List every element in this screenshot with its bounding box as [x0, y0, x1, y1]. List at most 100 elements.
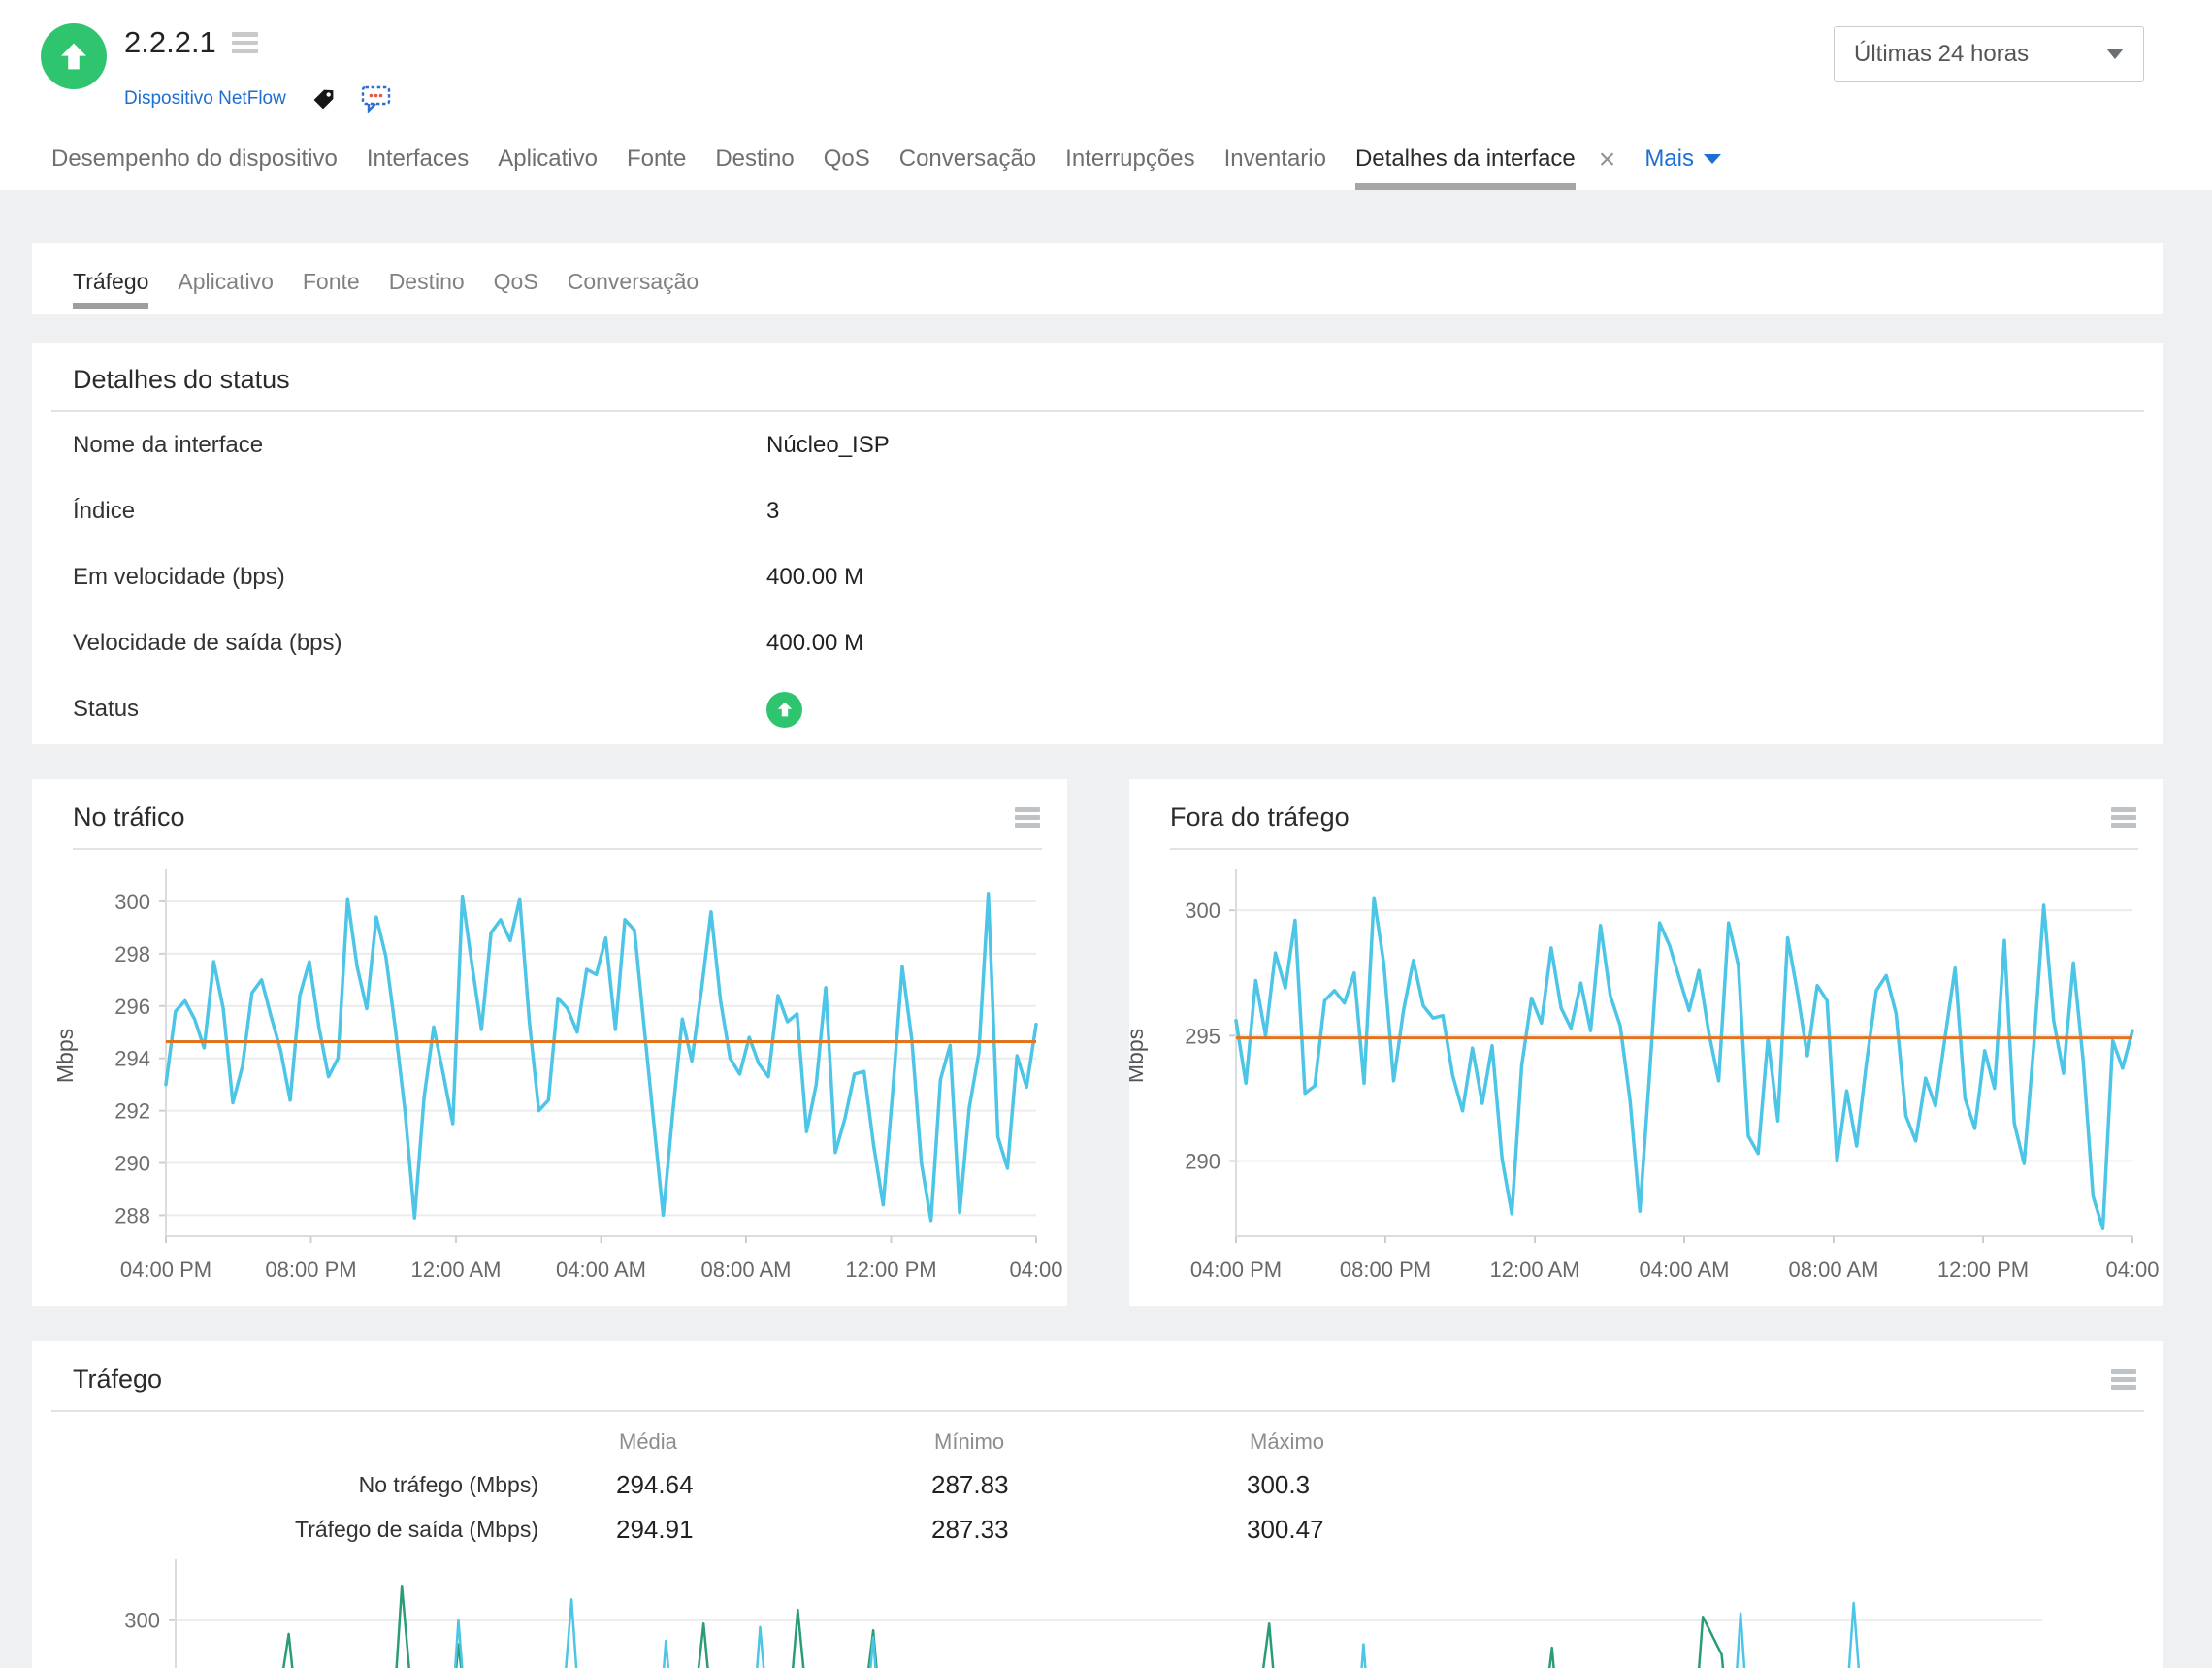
svg-text:12:00 PM: 12:00 PM [1937, 1258, 2029, 1282]
svg-text:08:00 AM: 08:00 AM [1789, 1258, 1879, 1282]
svg-text:08:00 PM: 08:00 PM [265, 1258, 356, 1282]
chart-menu-icon[interactable] [1015, 807, 1040, 828]
subtab-trafego[interactable]: Tráfego [73, 269, 149, 314]
device-menu-icon[interactable] [231, 32, 258, 53]
traffic-panel-title: Tráfego [73, 1364, 163, 1393]
combined-traffic-chart: 300 [32, 1552, 2163, 1668]
nav-tab-desempenho-do-dispositivo[interactable]: Desempenho do dispositivo [51, 146, 338, 172]
stats-row-trafego-de-saida-mbps-: Tráfego de saída (Mbps) 294.91 287.33 300.4… [32, 1507, 2163, 1552]
stats-value: 300.47 [1247, 1514, 1324, 1544]
nav-tab-interfaces[interactable]: Interfaces [366, 146, 470, 172]
status-row-velocidade-de-saida-bps-: Velocidade de saída (bps) 400.00 M [32, 610, 2163, 676]
svg-text:296: 296 [114, 995, 150, 1019]
tag-icon[interactable] [311, 87, 336, 112]
in-traffic-title: No tráfico [73, 802, 185, 832]
in-traffic-card: No tráfico 288 290 292 294 296 298 300 04:00 PM… [32, 779, 1067, 1306]
svg-text:08:00 PM: 08:00 PM [1340, 1258, 1431, 1282]
stats-value: 287.33 [931, 1514, 1009, 1544]
out-traffic-title: Fora do tráfego [1170, 802, 1350, 832]
svg-text:04:00 PM: 04:00 PM [1190, 1258, 1282, 1282]
nav-tab-inventario[interactable]: Inventario [1223, 146, 1326, 172]
time-range-value: Últimas 24 horas [1854, 40, 2030, 67]
stats-header-row: Média Mínimo Máximo [32, 1422, 2163, 1462]
row-value: 3 [766, 498, 780, 524]
row-label: Em velocidade (bps) [73, 564, 285, 590]
svg-text:288: 288 [114, 1203, 150, 1227]
subtab-destino[interactable]: Destino [388, 269, 465, 294]
chevron-down-icon [2106, 49, 2124, 59]
svg-text:Mbps: Mbps [52, 1029, 78, 1083]
svg-text:290: 290 [114, 1152, 150, 1176]
annotation-icon[interactable] [361, 85, 392, 113]
svg-text:12:00 AM: 12:00 AM [411, 1258, 502, 1282]
nav-tab-conversacao[interactable]: Conversação [898, 146, 1037, 172]
subtab-conversacao[interactable]: Conversação [567, 269, 699, 294]
traffic-stats-table: Média Mínimo Máximo No tráfego (Mbps) 294.64… [32, 1422, 2163, 1552]
stats-row-label: Tráfego de saída (Mbps) [295, 1516, 538, 1542]
svg-text:04:00: 04:00 [1009, 1258, 1062, 1282]
svg-text:04:00: 04:00 [2105, 1258, 2159, 1282]
subtab-fonte[interactable]: Fonte [302, 269, 360, 294]
stats-row-label: No tráfego (Mbps) [358, 1471, 538, 1497]
svg-text:300: 300 [114, 890, 150, 914]
status-panel-title: Detalhes do status [73, 365, 290, 394]
nav-tab-qos[interactable]: QoS [823, 146, 870, 172]
svg-text:08:00 AM: 08:00 AM [701, 1258, 792, 1282]
chart-menu-icon[interactable] [2111, 807, 2136, 828]
svg-text:292: 292 [114, 1099, 150, 1124]
svg-text:300: 300 [1185, 899, 1220, 923]
nav-more-menu[interactable]: Mais [1644, 146, 1721, 190]
row-value: 400.00 M [766, 630, 864, 656]
device-status-up-icon [41, 23, 107, 89]
divider [1170, 848, 2138, 850]
row-value: Núcleo_ISP [766, 432, 890, 458]
svg-text:294: 294 [114, 1047, 150, 1071]
svg-text:298: 298 [114, 942, 150, 966]
stats-value: 300.3 [1247, 1469, 1311, 1499]
nav-tab-destino[interactable]: Destino [715, 146, 795, 172]
subtab-aplicativo[interactable]: Aplicativo [178, 269, 274, 294]
row-label: Velocidade de saída (bps) [73, 630, 342, 656]
row-label: Nome da interface [73, 432, 264, 458]
subtab-qos[interactable]: QoS [493, 269, 538, 294]
out-traffic-card: Fora do tráfego 290 295 300 04:00 PM 08:00 P… [1122, 779, 2163, 1306]
stats-col-maximo: Máximo [1250, 1429, 1325, 1454]
out-traffic-chart: 290 295 300 04:00 PM 08:00 PM 12:00 AM 04:00 A… [1122, 850, 2163, 1306]
svg-text:12:00 PM: 12:00 PM [845, 1258, 936, 1282]
nav-tab-aplicativo[interactable]: Aplicativo [498, 146, 598, 172]
device-type-link[interactable]: Dispositivo NetFlow [124, 88, 286, 109]
in-traffic-chart: 288 290 292 294 296 298 300 04:00 PM 08:00 PM 12:… [32, 850, 1067, 1306]
close-tab-icon[interactable]: × [1598, 144, 1616, 176]
svg-text:12:00 AM: 12:00 AM [1490, 1258, 1580, 1282]
divider [73, 848, 1042, 850]
svg-text:04:00 AM: 04:00 AM [1640, 1258, 1730, 1282]
interface-status-up-icon [766, 691, 802, 728]
page-tabs: Desempenho do dispositivo Interfaces Aplic… [0, 144, 2212, 190]
device-header: 2.2.2.1 Dispositivo NetFlow Últimas 24 h… [0, 0, 2212, 190]
chart-menu-icon[interactable] [2111, 1369, 2136, 1390]
divider [51, 1410, 2144, 1412]
chevron-down-icon [1703, 154, 1721, 164]
stats-value: 294.91 [616, 1514, 694, 1544]
nav-tab-interrupcoes[interactable]: Interrupções [1065, 146, 1195, 172]
status-row-nome-da-interface: Nome da interface Núcleo_ISP [32, 412, 2163, 478]
stats-row-no-trafego-mbps-: No tráfego (Mbps) 294.64 287.83 300.3 [32, 1462, 2163, 1507]
svg-text:04:00 PM: 04:00 PM [120, 1258, 211, 1282]
status-details-panel: Detalhes do status Nome da interface Núcl… [32, 343, 2163, 744]
charts-row: No tráfico 288 290 292 294 296 298 300 04:00 PM… [32, 779, 2163, 1306]
nav-tab-fonte[interactable]: Fonte [626, 146, 687, 172]
page-title: 2.2.2.1 [124, 25, 216, 59]
svg-text:290: 290 [1185, 1150, 1220, 1174]
status-row-indice: Índice 3 [32, 478, 2163, 544]
time-range-select[interactable]: Últimas 24 horas [1834, 26, 2144, 82]
status-row-status: Status [32, 676, 2163, 742]
svg-text:04:00 AM: 04:00 AM [556, 1258, 646, 1282]
svg-text:295: 295 [1185, 1024, 1220, 1048]
stats-value: 294.64 [616, 1469, 694, 1499]
traffic-summary-panel: Tráfego Média Mínimo Máximo No tráfego (Mbp… [32, 1341, 2163, 1668]
interface-subtabs: Tráfego Aplicativo Fonte Destino QoS Conversa… [32, 243, 2163, 314]
svg-text:300: 300 [124, 1609, 160, 1633]
stats-col-minimo: Mínimo [934, 1429, 1005, 1454]
stats-value: 287.83 [931, 1469, 1009, 1499]
nav-tab-detalhes-da-interface[interactable]: Detalhes da interface [1354, 146, 1576, 190]
